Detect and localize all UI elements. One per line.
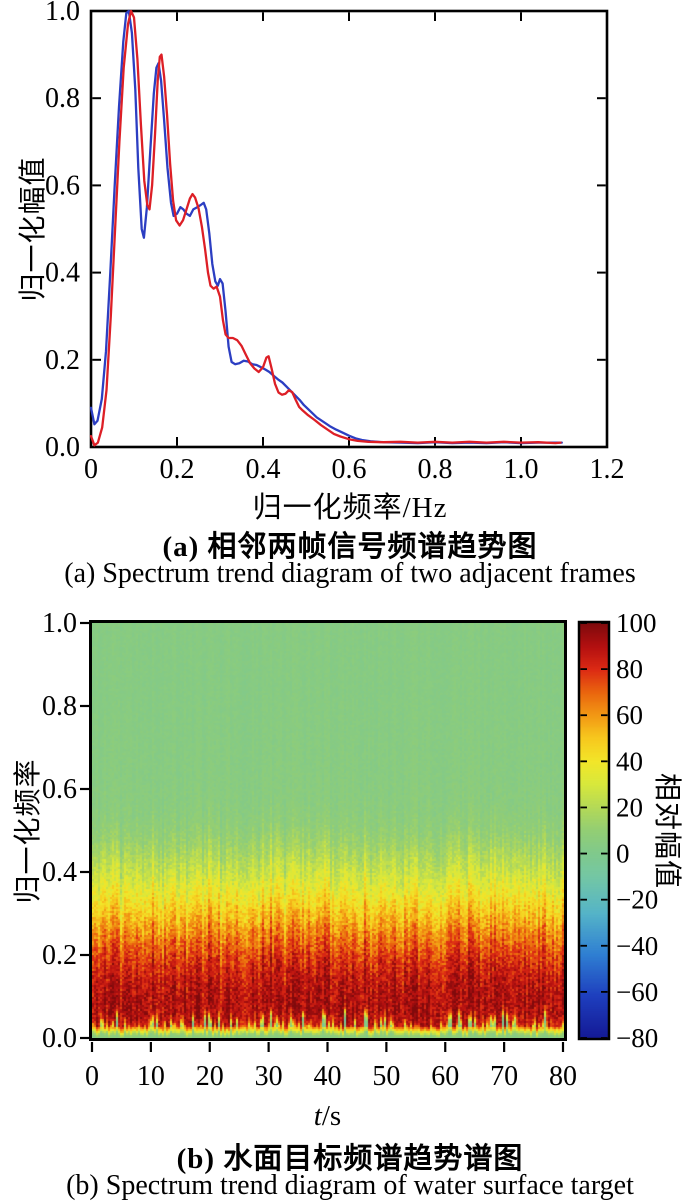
chart-a-xlabel: 归一化频率/Hz: [252, 492, 448, 524]
svg-text:100: 100: [616, 608, 657, 638]
svg-text:−40: −40: [616, 931, 658, 961]
svg-text:40: 40: [616, 746, 643, 776]
svg-text:1.2: 1.2: [590, 454, 625, 485]
svg-text:0.2: 0.2: [45, 345, 80, 376]
svg-text:20: 20: [616, 792, 643, 822]
svg-text:1.0: 1.0: [45, 0, 80, 27]
chart-a-caption-zh: (a) 相邻两帧信号频谱趋势图: [162, 531, 538, 563]
chart-a-caption-en: (a) Spectrum trend diagram of two adjace…: [64, 558, 636, 589]
svg-text:0.0: 0.0: [42, 1023, 77, 1054]
svg-text:10: 10: [137, 1061, 165, 1092]
svg-text:50: 50: [372, 1061, 400, 1092]
svg-text:0.4: 0.4: [42, 857, 77, 888]
svg-text:0.0: 0.0: [45, 432, 80, 463]
colorbar-label: 相对幅值: [651, 772, 682, 890]
svg-text:0.6: 0.6: [42, 774, 77, 805]
svg-text:0.8: 0.8: [418, 454, 453, 485]
svg-text:−20: −20: [616, 885, 658, 915]
svg-text:0.2: 0.2: [160, 454, 195, 485]
chart-b-axes: 0 10 20 30 40 50 60 70 80 0.0 0.2 0.4 0.6 0.8 1.0 100 80…: [42, 608, 658, 1092]
chart-a-plot: 0 0.2 0.4 0.6 0.8 1.0 1.2 0.0 0.2 0.4 0.6 0.8 1.0: [45, 0, 625, 485]
chart-b-xlabel: t/s: [0, 1100, 655, 1133]
chart-a-ylabel: 归一化幅值: [18, 156, 49, 302]
chart-b-caption-zh: (b) 水面目标频谱趋势谱图: [176, 1143, 524, 1175]
svg-text:20: 20: [196, 1061, 224, 1092]
chart-b-xlabel-t: t: [313, 1100, 322, 1132]
svg-text:0.6: 0.6: [45, 170, 80, 201]
svg-text:0.4: 0.4: [45, 258, 80, 289]
svg-text:0.2: 0.2: [42, 940, 77, 971]
svg-text:80: 80: [549, 1061, 577, 1092]
svg-text:60: 60: [616, 700, 643, 730]
svg-text:0.4: 0.4: [246, 454, 281, 485]
colorbar-gradient: [580, 623, 608, 1038]
chart-b-xlabel-s: /s: [321, 1100, 342, 1132]
svg-text:−80: −80: [616, 1023, 658, 1053]
svg-text:0.8: 0.8: [45, 83, 80, 114]
svg-text:80: 80: [616, 654, 643, 684]
svg-text:40: 40: [314, 1061, 342, 1092]
svg-text:60: 60: [431, 1061, 459, 1092]
svg-text:0.6: 0.6: [332, 454, 367, 485]
svg-text:0: 0: [85, 1061, 99, 1092]
chart-b-caption-en: (b) Spectrum trend diagram of water surf…: [66, 1170, 634, 1201]
svg-text:0.8: 0.8: [42, 691, 77, 722]
svg-text:−60: −60: [616, 977, 658, 1007]
svg-text:0: 0: [84, 454, 98, 485]
chart-b-heatmap: [92, 623, 564, 1039]
svg-text:1.0: 1.0: [42, 608, 77, 639]
svg-text:70: 70: [490, 1061, 518, 1092]
svg-text:30: 30: [255, 1061, 283, 1092]
chart-b-ylabel: 归一化频率: [13, 758, 44, 904]
svg-text:1.0: 1.0: [504, 454, 539, 485]
svg-text:0: 0: [616, 839, 630, 869]
